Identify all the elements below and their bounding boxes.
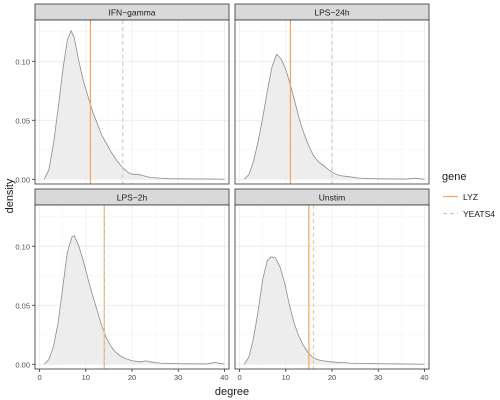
facet-title: LPS−2h [117, 193, 148, 203]
legend: gene LYZ YEATS4 [442, 171, 495, 222]
y-tick-label: 0.10 [15, 242, 30, 251]
facet-title: LPS−24h [314, 8, 349, 18]
x-tick-label: 20 [128, 373, 136, 382]
legend-item-yeats4: YEATS4 [442, 205, 495, 222]
panel-unstim: Unstim 0 10 20 30 40 [234, 188, 430, 382]
panel-border [34, 19, 230, 185]
facet-title: IFN−gamma [109, 8, 156, 18]
y-tick-label: 0.00 [15, 360, 30, 369]
x-tick-label: 0 [238, 373, 242, 382]
x-axis-title: degree [215, 386, 249, 398]
panel-ifn-gamma: IFN−gamma 0.00 0.05 0.10 [15, 3, 230, 185]
density-curve [243, 256, 425, 365]
density-curve [43, 235, 225, 365]
legend-title: gene [442, 171, 466, 183]
density-area [244, 54, 425, 180]
y-tick-label: 0.05 [15, 116, 30, 125]
y-tick-label: 0.05 [15, 301, 30, 310]
x-tick-label: 30 [374, 373, 382, 382]
x-tick-label: 20 [328, 373, 336, 382]
x-tick-label: 10 [282, 373, 290, 382]
panel-lps-2h: LPS−2h 0.00 0.05 0.10 0 10 20 30 40 [15, 188, 230, 382]
panel-border [234, 19, 430, 185]
y-axis-title: density [4, 178, 16, 213]
x-tick-label: 10 [82, 373, 90, 382]
density-area [244, 256, 425, 365]
density-area [44, 30, 225, 180]
y-tick-label: 0.10 [15, 57, 30, 66]
chart-panels: IFN−gamma 0.00 0.05 0.10 LPS−24h LPS−2h 0.00 0.… [15, 3, 430, 382]
x-tick-label: 40 [420, 373, 428, 382]
density-area [44, 235, 225, 365]
legend-item-lyz: LYZ [442, 188, 478, 205]
x-tick-label: 40 [220, 373, 228, 382]
panel-lps-24h: LPS−24h [234, 3, 430, 185]
facet-title: Unstim [319, 193, 345, 203]
density-curve [243, 53, 425, 180]
y-tick-label: 0.00 [15, 175, 30, 184]
density-curve [43, 29, 225, 180]
legend-label-yeats4: YEATS4 [463, 209, 495, 219]
x-tick-label: 30 [174, 373, 182, 382]
x-tick-label: 0 [38, 373, 42, 382]
legend-label-lyz: LYZ [463, 192, 478, 202]
axis-titles: degree density [4, 178, 249, 398]
